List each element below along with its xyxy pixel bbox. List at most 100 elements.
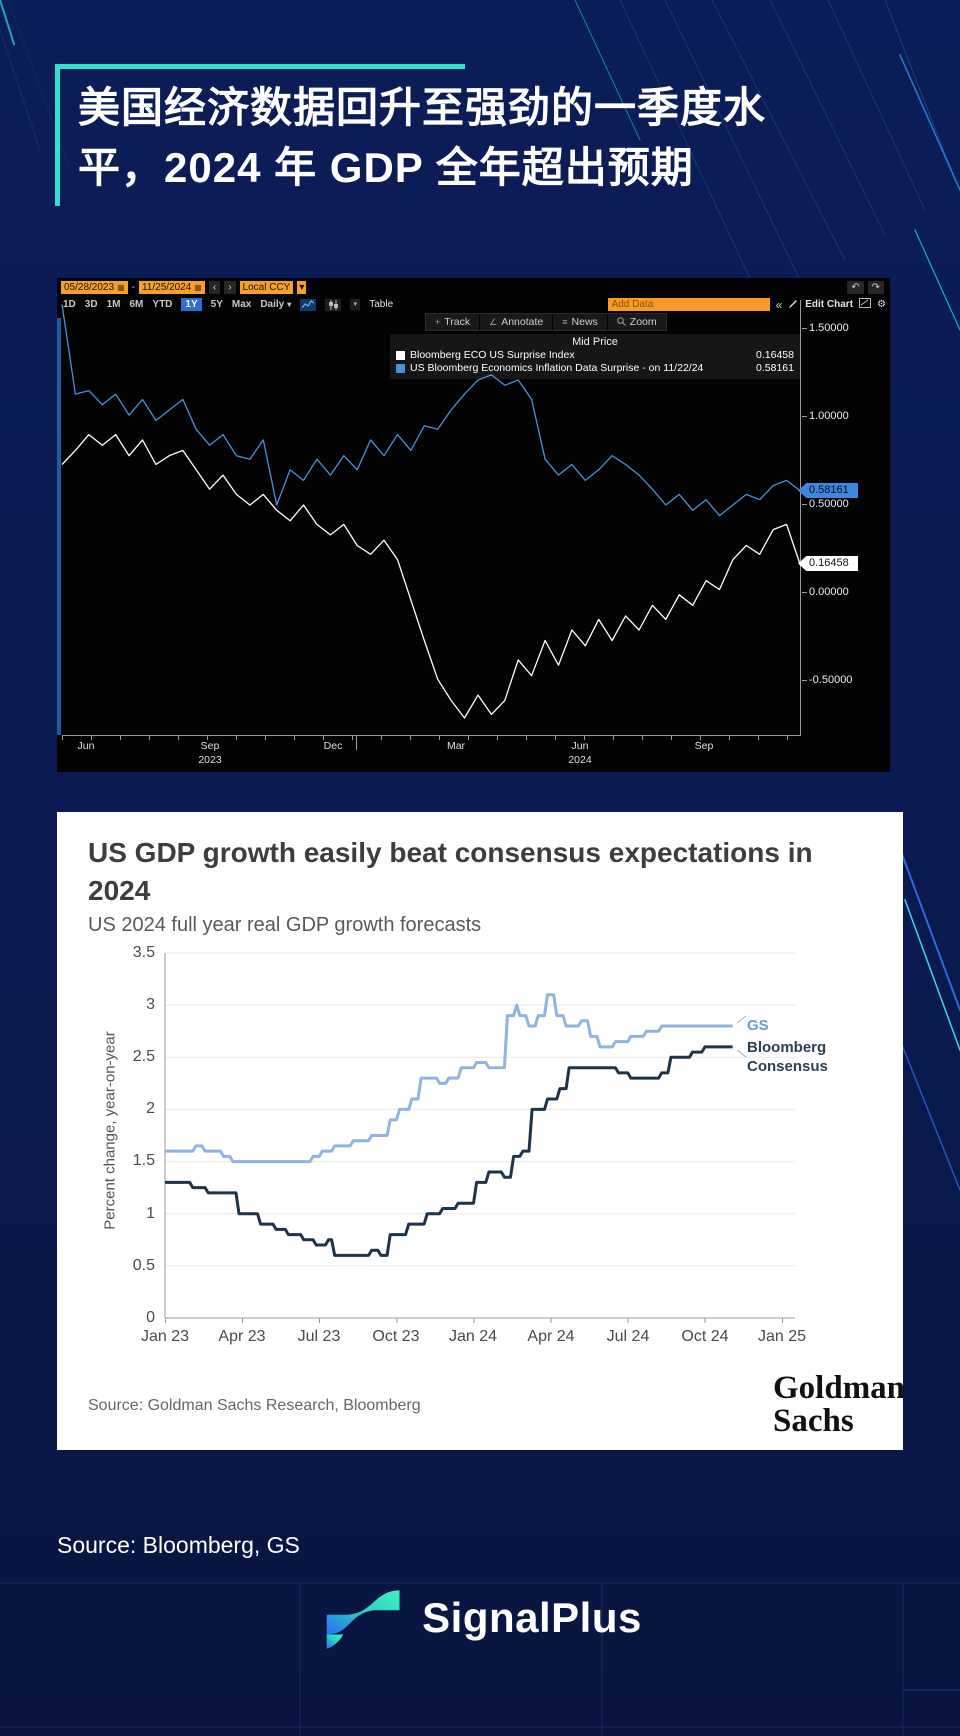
track-label: Track xyxy=(444,316,471,328)
pencil-icon[interactable] xyxy=(788,298,799,312)
year-label-2023: 2023 xyxy=(198,754,222,766)
legend-title: Mid Price xyxy=(572,336,618,348)
legend-value: 0.16458 xyxy=(756,349,794,361)
news-icon: ≡ xyxy=(562,317,568,327)
date-to-field[interactable]: 11/25/2024 ▦ xyxy=(138,280,205,294)
gs-x-tick-label: Oct 23 xyxy=(372,1328,420,1345)
gs-y-tick-label: 0 xyxy=(146,1309,155,1326)
currency-dropdown-icon[interactable]: ▾ xyxy=(297,280,307,294)
period-tab-ytd[interactable]: YTD xyxy=(152,299,173,310)
title-accent-horizontal xyxy=(55,64,465,69)
chart-legend: Mid Price Bloomberg ECO US Surprise Inde… xyxy=(390,334,800,379)
x-tick-label: Dec xyxy=(323,740,343,752)
period-tab-5y[interactable]: 5Y xyxy=(210,299,223,310)
candle-chart-mode-icon[interactable] xyxy=(325,298,342,311)
page-title: 美国经济数据回升至强劲的一季度水 平，2024 年 GDP 全年超出预期 xyxy=(78,78,918,198)
annotate-icon: ∠ xyxy=(489,316,498,327)
currency-select[interactable]: Local CCY xyxy=(239,280,294,294)
x-axis-line xyxy=(62,735,801,736)
year-separator-tick xyxy=(356,736,357,750)
period-tab-3d[interactable]: 3D xyxy=(84,299,98,310)
blue-series-swatch xyxy=(396,364,405,373)
y-tick-label: 0.50000 xyxy=(802,498,879,511)
track-button[interactable]: + Track xyxy=(426,314,481,330)
gs-x-axis-ticks xyxy=(165,1318,783,1323)
frequency-value: Daily xyxy=(260,299,285,310)
legend-label: Bloomberg ECO US Surprise Index xyxy=(410,349,575,361)
legend-row-inflation-surprise[interactable]: US Bloomberg Economics Inflation Data Su… xyxy=(396,362,794,375)
period-tab-max[interactable]: Max xyxy=(231,299,252,310)
page-source-note: Source: Bloomberg, GS xyxy=(57,1532,300,1558)
gs-chart-title: US GDP growth easily beat consensus expe… xyxy=(88,837,813,906)
chevron-down-icon: ▾ xyxy=(287,300,292,309)
bloomberg-consensus-line1: Bloomberg xyxy=(747,1039,827,1056)
page-title-line1: 美国经济数据回升至强劲的一季度水 xyxy=(78,84,767,131)
year-label-2024: 2024 xyxy=(568,754,592,766)
legend-label: US Bloomberg Economics Inflation Data Su… xyxy=(410,362,704,374)
legend-row-eco-surprise[interactable]: Bloomberg ECO US Surprise Index 0.16458 xyxy=(396,349,794,362)
currency-value: Local CCY xyxy=(242,281,291,293)
last-value-badge-blue: 0.58161 xyxy=(798,483,858,498)
gs-x-tick-label: Oct 24 xyxy=(681,1328,729,1345)
period-tab-6m[interactable]: 6M xyxy=(129,299,144,310)
gs-y-tick-label: 3 xyxy=(146,996,155,1013)
y-tick-label: 1.00000 xyxy=(802,410,879,423)
gs-y-tick-label: 1.5 xyxy=(132,1152,155,1169)
chart-options-dropdown-icon[interactable]: ▾ xyxy=(350,299,361,310)
frequency-select[interactable]: Daily ▾ xyxy=(260,299,291,310)
gs-x-tick-label: Jan 23 xyxy=(140,1328,190,1345)
magnifier-icon xyxy=(616,316,626,328)
x-axis-ticks xyxy=(62,736,801,740)
edit-chart-button[interactable]: Edit Chart xyxy=(805,299,854,310)
gs-chart-subtitle: US 2024 full year real GDP growth foreca… xyxy=(88,914,482,936)
add-data-input[interactable]: Add Data xyxy=(607,298,770,311)
x-tick-label: Sep xyxy=(200,740,220,752)
calendar-icon[interactable]: ▦ xyxy=(194,282,202,292)
line-chart-mode-icon[interactable] xyxy=(300,298,317,311)
goldman-sachs-logo-line2: Sachs xyxy=(773,1403,854,1439)
brand-name: SignalPlus xyxy=(422,1594,642,1641)
page-title-line2: 平，2024 年 GDP 全年超出预期 xyxy=(78,144,694,191)
bloomberg-date-toolbar: 05/28/2023 ▦ - 11/25/2024 ▦ ‹ › Local CC… xyxy=(57,278,890,296)
date-to-value: 11/25/2024 xyxy=(141,281,192,293)
undo-redo-group: ↶ ↷ xyxy=(847,280,884,294)
gs-source-note: Source: Goldman Sachs Research, Bloomber… xyxy=(88,1397,421,1414)
zoom-button[interactable]: Zoom xyxy=(608,314,666,330)
gs-y-tick-label: 3.5 xyxy=(132,944,155,961)
gs-x-tick-label: Apr 23 xyxy=(218,1328,266,1345)
period-tab-1d[interactable]: 1D xyxy=(63,299,76,310)
x-tick-label: Sep xyxy=(694,740,714,752)
chart-settings-icon[interactable] xyxy=(859,298,872,311)
redo-icon[interactable]: ↷ xyxy=(867,280,884,294)
news-button[interactable]: ≡ News xyxy=(553,314,608,330)
y-tick-label: 1.50000 xyxy=(802,322,879,335)
gear-icon[interactable]: ⚙ xyxy=(877,299,886,310)
y-tick-label: 0.00000 xyxy=(802,586,879,599)
bloomberg-consensus-series-label: Bloomberg Consensus xyxy=(747,1038,828,1076)
gs-y-tick-label: 2 xyxy=(146,1100,155,1117)
calendar-icon[interactable]: ▦ xyxy=(117,282,125,292)
signalplus-logo-icon xyxy=(326,1590,400,1649)
bloomberg-consensus-line2: Consensus xyxy=(747,1058,828,1075)
x-tick-label: Mar xyxy=(446,740,466,752)
annotate-button[interactable]: ∠ Annotate xyxy=(480,314,554,330)
gs-x-tick-label: Jul 23 xyxy=(297,1328,341,1345)
chevron-right-icon[interactable]: › xyxy=(224,280,236,294)
zoom-label: Zoom xyxy=(629,316,657,328)
x-tick-label: Jun xyxy=(77,740,95,752)
gs-y-tick-label: 1 xyxy=(146,1205,155,1222)
table-button[interactable]: Table xyxy=(369,299,394,310)
undo-icon[interactable]: ↶ xyxy=(847,280,864,294)
date-from-value: 05/28/2023 xyxy=(64,281,115,293)
goldman-sachs-logo-line1: Goldman xyxy=(773,1370,903,1406)
last-value-badge-white: 0.16458 xyxy=(798,556,858,571)
period-tab-1y-active[interactable]: 1Y xyxy=(181,298,202,311)
period-tab-1m[interactable]: 1M xyxy=(106,299,121,310)
bloomberg-price-chart[interactable] xyxy=(61,300,801,735)
chevron-left-icon[interactable]: ‹ xyxy=(208,280,221,294)
gs-y-tick-label: 2.5 xyxy=(132,1048,155,1065)
date-from-field[interactable]: 05/28/2023 ▦ xyxy=(61,280,128,294)
x-tick-label: Jun xyxy=(571,740,589,752)
collapse-icon[interactable]: « xyxy=(775,297,783,312)
